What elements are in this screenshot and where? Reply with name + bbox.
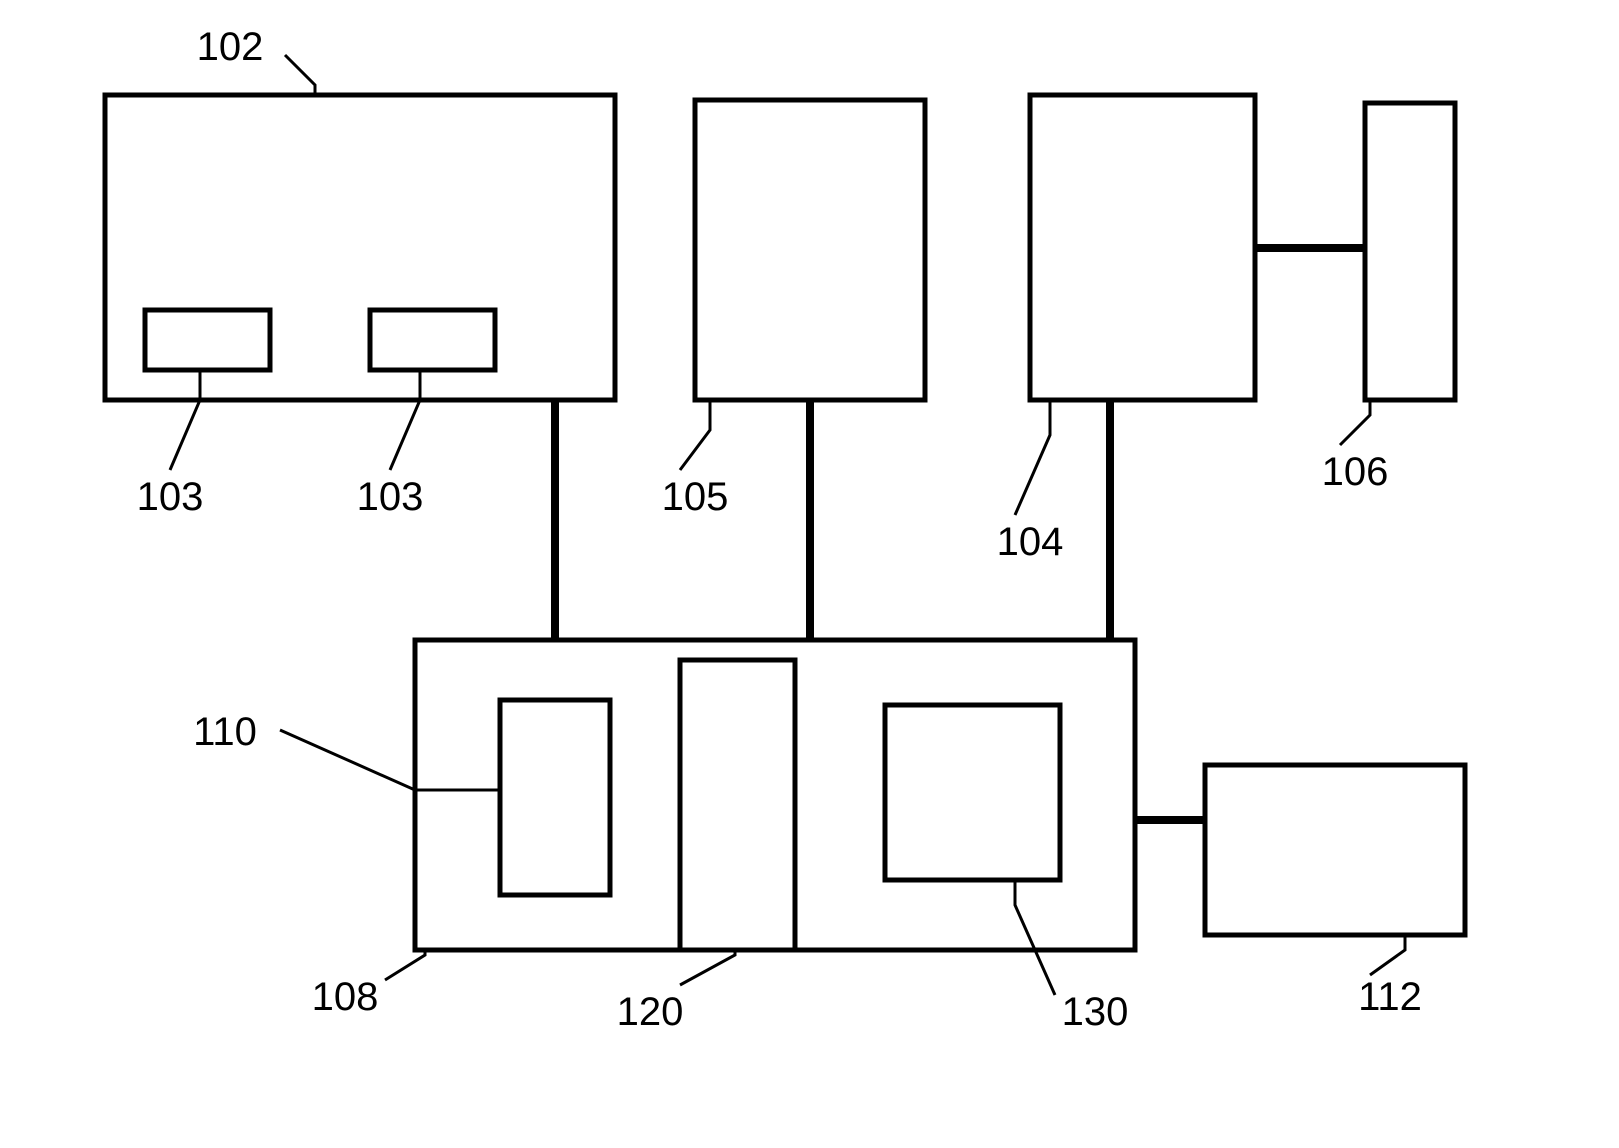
leader-line xyxy=(1015,880,1055,995)
leader-line xyxy=(385,950,425,980)
leader-line xyxy=(1370,935,1405,975)
box-b110 xyxy=(500,700,610,895)
box-b102 xyxy=(105,95,615,400)
box-b104 xyxy=(1030,95,1255,400)
leader-line xyxy=(285,55,315,95)
box-b108 xyxy=(415,640,1135,950)
leader-line xyxy=(390,370,420,470)
label-l110: 110 xyxy=(193,710,257,754)
label-l102: 102 xyxy=(197,25,264,69)
block-diagram: 102 103 103 105 104 106 110 108 120 130 112 xyxy=(0,0,1619,1148)
label-l103b: 103 xyxy=(357,475,424,519)
box-b103b xyxy=(370,310,495,370)
label-l120: 120 xyxy=(617,990,684,1034)
label-l130: 130 xyxy=(1062,990,1129,1034)
leader-line xyxy=(680,400,710,470)
leader-line xyxy=(1340,400,1370,445)
label-l104: 104 xyxy=(997,520,1064,564)
box-b130 xyxy=(885,705,1060,880)
box-b112 xyxy=(1205,765,1465,935)
box-b106 xyxy=(1365,103,1455,400)
leader-line xyxy=(1015,400,1050,515)
label-l103a: 103 xyxy=(137,475,204,519)
box-b120 xyxy=(680,660,795,950)
label-l112: 112 xyxy=(1358,975,1422,1019)
label-l108: 108 xyxy=(312,975,379,1019)
label-l106: 106 xyxy=(1322,450,1389,494)
box-b105 xyxy=(695,100,925,400)
label-l105: 105 xyxy=(662,475,729,519)
leader-line xyxy=(170,370,200,470)
leader-line xyxy=(680,950,735,985)
leader-line xyxy=(280,730,500,790)
box-b103a xyxy=(145,310,270,370)
